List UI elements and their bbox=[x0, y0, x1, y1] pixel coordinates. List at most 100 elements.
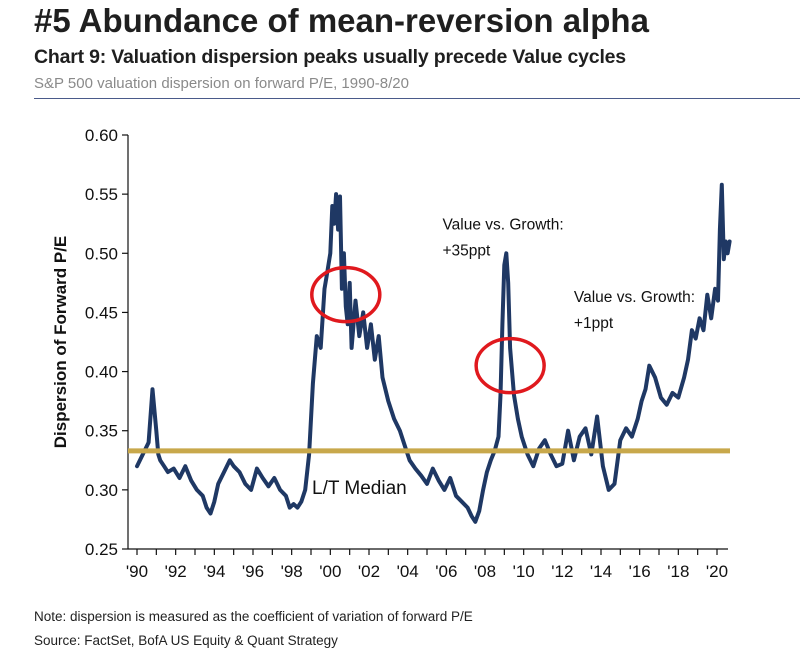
data-point bbox=[308, 453, 310, 456]
median-label: L/T Median bbox=[312, 478, 407, 499]
data-point bbox=[387, 400, 390, 402]
x-tick-label: '94 bbox=[203, 562, 225, 581]
data-point bbox=[499, 394, 502, 397]
y-tick-label: 0.25 bbox=[85, 540, 118, 559]
data-point bbox=[273, 477, 276, 479]
y-tick-label: 0.45 bbox=[85, 303, 118, 322]
data-point bbox=[505, 252, 508, 255]
data-point bbox=[607, 489, 610, 491]
data-point bbox=[520, 435, 523, 438]
data-point bbox=[296, 506, 299, 509]
data-point bbox=[470, 515, 473, 517]
data-point bbox=[362, 311, 365, 314]
data-point bbox=[420, 474, 423, 477]
data-point bbox=[377, 335, 380, 337]
data-point bbox=[486, 471, 488, 473]
data-point bbox=[578, 435, 581, 438]
data-point bbox=[201, 495, 204, 497]
data-point bbox=[482, 489, 484, 491]
data-point bbox=[343, 252, 345, 255]
data-point bbox=[136, 465, 138, 468]
annotation-line2: +35ppt bbox=[442, 243, 491, 260]
data-point bbox=[497, 435, 500, 438]
title-divider bbox=[34, 98, 800, 99]
x-tick-label: '04 bbox=[397, 562, 419, 581]
x-tick-label: '90 bbox=[126, 562, 148, 581]
data-point bbox=[517, 418, 519, 420]
data-point bbox=[366, 347, 368, 349]
x-tick-label: '20 bbox=[706, 562, 728, 581]
data-point bbox=[721, 183, 723, 186]
data-point bbox=[671, 392, 674, 394]
data-point bbox=[631, 435, 633, 438]
data-point bbox=[178, 477, 181, 479]
x-tick-label: '06 bbox=[435, 562, 457, 581]
data-point bbox=[399, 429, 401, 432]
data-point bbox=[660, 396, 662, 399]
x-tick-label: '16 bbox=[629, 562, 651, 581]
x-tick-label: '00 bbox=[319, 562, 341, 581]
data-point bbox=[694, 337, 697, 340]
data-point bbox=[490, 459, 492, 462]
data-point bbox=[229, 459, 231, 462]
chart-subtitle: S&P 500 valuation dispersion on forward … bbox=[34, 75, 409, 92]
data-point bbox=[157, 453, 160, 456]
data-point bbox=[358, 335, 361, 337]
data-point bbox=[478, 510, 481, 512]
data-point bbox=[147, 441, 150, 444]
data-point bbox=[602, 465, 604, 468]
data-point bbox=[714, 288, 716, 290]
x-tick-label: '18 bbox=[667, 562, 689, 581]
data-point bbox=[726, 252, 729, 255]
data-point bbox=[393, 418, 395, 420]
data-point bbox=[354, 299, 357, 302]
data-point bbox=[710, 317, 712, 320]
data-point bbox=[702, 329, 705, 332]
data-point bbox=[654, 376, 656, 379]
data-point bbox=[461, 500, 463, 503]
reference-layer: L/T Median bbox=[128, 448, 730, 499]
data-point bbox=[325, 276, 328, 278]
data-point bbox=[474, 521, 477, 523]
data-point bbox=[677, 396, 680, 399]
data-point bbox=[590, 453, 593, 456]
data-point bbox=[244, 483, 247, 485]
data-point bbox=[573, 459, 575, 462]
data-point bbox=[312, 382, 314, 385]
data-point bbox=[300, 500, 303, 503]
footnote: Note: dispersion is measured as the coef… bbox=[34, 609, 473, 624]
data-point bbox=[374, 358, 376, 361]
data-point bbox=[665, 403, 668, 406]
data-point bbox=[223, 471, 225, 473]
data-point bbox=[414, 467, 417, 470]
y-tick-label: 0.35 bbox=[85, 422, 118, 441]
data-point bbox=[501, 323, 504, 326]
data-point bbox=[619, 439, 622, 442]
annotation-line1: Value vs. Growth: bbox=[574, 289, 695, 306]
data-point bbox=[163, 465, 165, 468]
data-point bbox=[341, 288, 343, 290]
annotation-layer: Value vs. Growth: +35ppt Value vs. Growth:… bbox=[310, 217, 695, 395]
data-point bbox=[337, 228, 339, 231]
data-point bbox=[636, 418, 639, 420]
axes: 0.25 0.30 0.35 0.40 0.45 0.50 0.55 0.60 '90 '92 '9… bbox=[51, 126, 728, 581]
source-line: Source: FactSet, BofA US Equity & Quant … bbox=[34, 633, 338, 648]
data-point bbox=[256, 467, 258, 470]
data-point bbox=[443, 489, 446, 491]
data-point bbox=[507, 282, 510, 284]
x-tick-label: '08 bbox=[474, 562, 496, 581]
data-point bbox=[213, 500, 216, 503]
data-point bbox=[238, 471, 241, 473]
data-point bbox=[513, 394, 515, 397]
y-axis-title: Dispersion of Forward P/E bbox=[51, 236, 70, 449]
data-point bbox=[408, 459, 411, 462]
data-point bbox=[544, 439, 546, 442]
data-point bbox=[455, 495, 457, 497]
x-tick-label: '14 bbox=[590, 562, 612, 581]
data-point bbox=[437, 479, 440, 482]
data-point bbox=[339, 195, 341, 198]
data-point bbox=[683, 376, 685, 379]
data-point bbox=[466, 506, 469, 509]
data-point bbox=[350, 347, 353, 349]
data-point bbox=[648, 364, 651, 367]
